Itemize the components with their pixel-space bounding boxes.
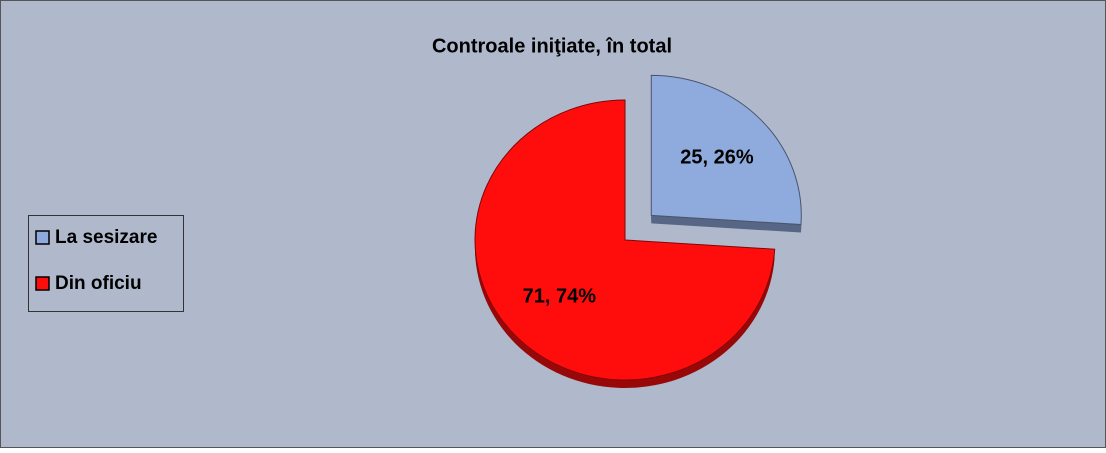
legend-label: La sesizare <box>55 227 157 248</box>
legend-label: Din oficiu <box>55 273 142 294</box>
pie-slice <box>650 74 802 226</box>
pie-slice <box>474 99 776 381</box>
legend <box>28 215 184 312</box>
legend-swatch <box>35 230 50 245</box>
legend-swatch <box>35 276 50 291</box>
data-label: 25, 26% <box>680 146 754 168</box>
chart-title: Controale iniţiate, în total <box>432 35 672 57</box>
data-label: 71, 74% <box>523 286 597 308</box>
